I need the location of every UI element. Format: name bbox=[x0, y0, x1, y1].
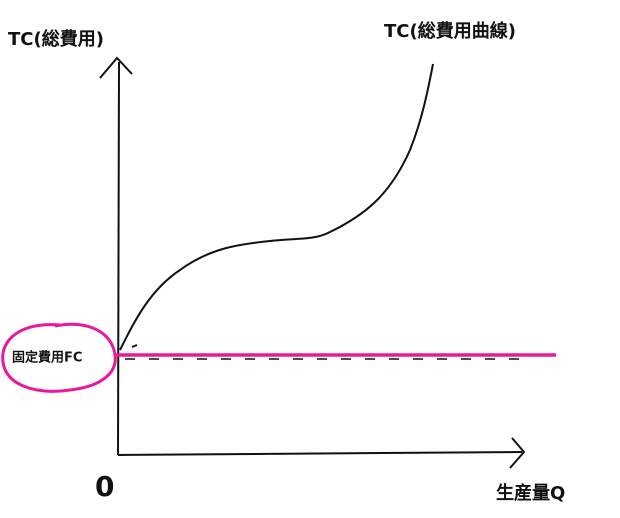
tick-mark bbox=[131, 344, 138, 348]
x-axis bbox=[117, 451, 523, 456]
y-axis bbox=[117, 61, 120, 456]
y-axis-arrow bbox=[99, 56, 133, 79]
x-axis-label: 生産量Q bbox=[496, 482, 565, 504]
origin-label: 0 bbox=[95, 470, 114, 503]
fc-highlight-circle bbox=[1, 322, 117, 393]
tc-curve-label: TC(総費用曲線) bbox=[384, 20, 516, 42]
fc-label: 固定費用FC bbox=[12, 350, 82, 366]
tc-curve bbox=[119, 63, 434, 351]
x-axis-arrow bbox=[509, 437, 526, 469]
y-axis-label: TC(総費用) bbox=[8, 28, 104, 50]
